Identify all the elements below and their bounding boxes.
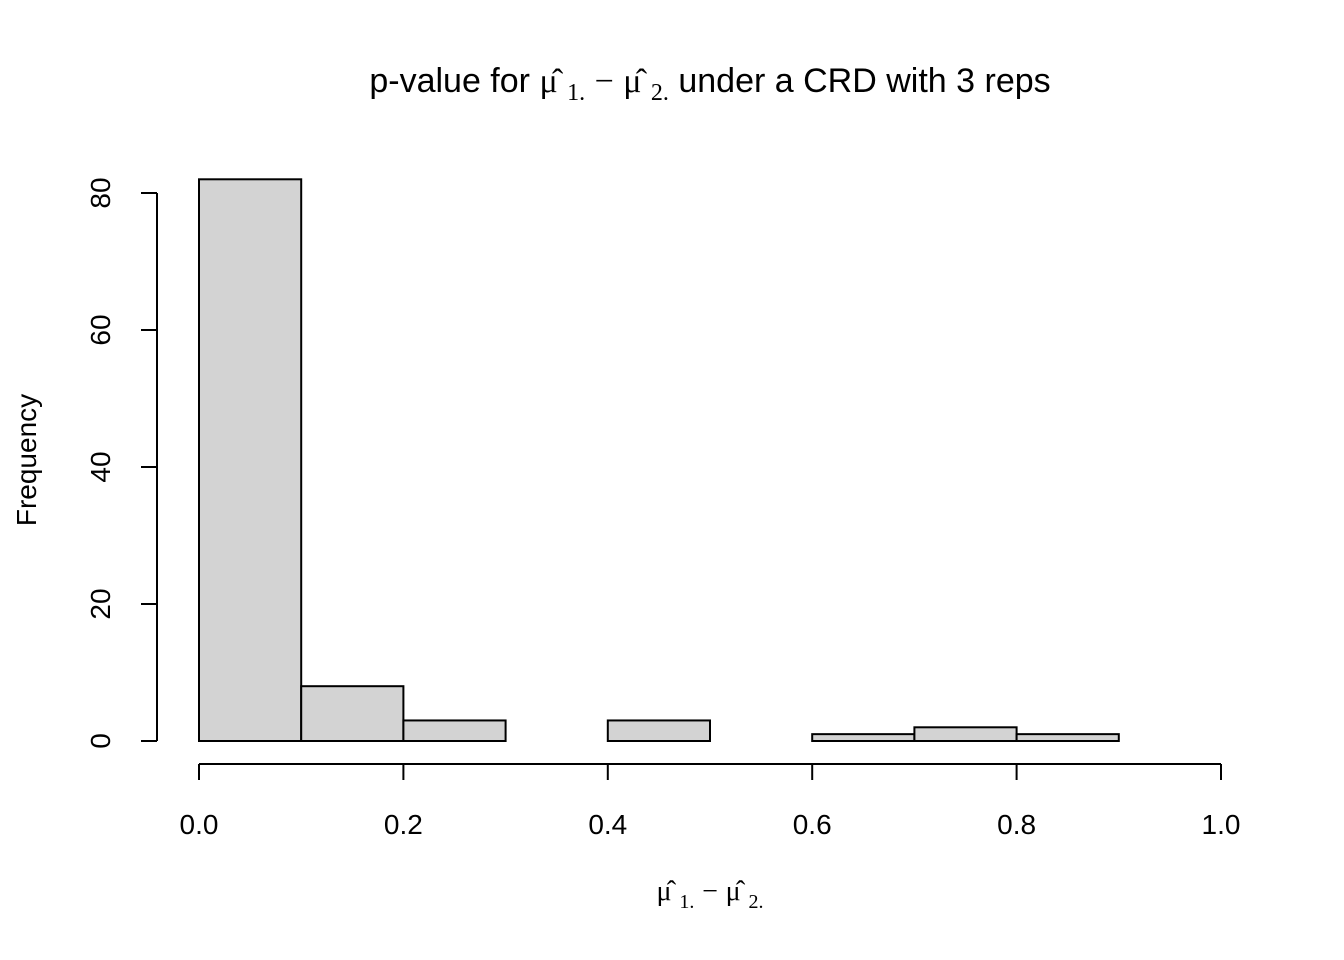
y-tick-label-3: 60 (85, 314, 116, 345)
x-tick-label-0: 0.0 (180, 809, 219, 840)
histogram-bars (198, 178, 1120, 743)
x-tick-label-5: 1.0 (1202, 809, 1241, 840)
x-tick-label-4: 0.8 (997, 809, 1036, 840)
chart-title: p-value for μ̂ 1. − μ̂ 2. under a CRD wi… (369, 62, 1050, 108)
histogram-bar-4 (606, 719, 711, 743)
chart-title-suffix: under a CRD with 3 reps (678, 62, 1050, 100)
x-axis-label-sub2: 2. (748, 891, 763, 913)
histogram-bar-0 (198, 178, 303, 743)
histogram-bar-2 (402, 719, 507, 743)
x-axis-label-minus: − (702, 876, 718, 907)
x-axis-label: μ̂ 1. − μ̂ 2. (657, 875, 764, 914)
x-tick-label-3: 0.6 (793, 809, 832, 840)
x-axis-label-mu2: μ̂ (726, 876, 746, 907)
y-axis-label: Frequency (11, 394, 42, 526)
histogram-bar-1 (300, 685, 405, 743)
y-tick-label-0: 0 (85, 733, 116, 749)
chart-title-mu1: μ̂ (539, 63, 563, 100)
y-tick-label-2: 40 (85, 451, 116, 482)
x-axis-label-sub1: 1. (679, 891, 694, 913)
chart-title-minus: − (595, 63, 614, 100)
x-axis: 0.0 0.2 0.4 0.6 0.8 1.0 (180, 763, 1241, 840)
chart-title-mu2: μ̂ (623, 63, 647, 100)
histogram-bar-7 (913, 726, 1018, 742)
x-tick-label-1: 0.2 (384, 809, 423, 840)
histogram-bar-6 (811, 733, 916, 743)
histogram-bar-8 (1015, 733, 1120, 743)
y-tick-label-4: 80 (85, 177, 116, 208)
y-tick-label-1: 20 (85, 588, 116, 619)
x-axis-label-mu1: μ̂ (657, 876, 677, 907)
x-tick-label-2: 0.4 (588, 809, 627, 840)
chart-title-sub1: 1. (567, 80, 585, 106)
chart-title-sub2: 2. (651, 80, 669, 106)
y-axis: 0 20 40 60 80 (85, 177, 158, 749)
chart-title-prefix: p-value for (369, 62, 539, 100)
